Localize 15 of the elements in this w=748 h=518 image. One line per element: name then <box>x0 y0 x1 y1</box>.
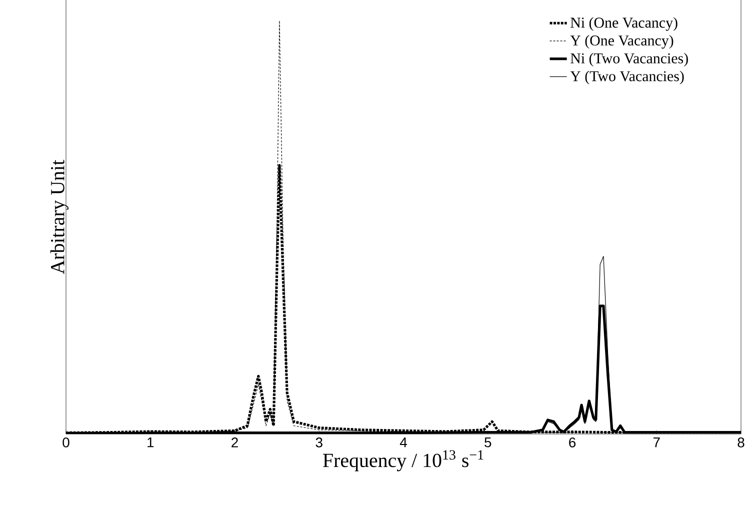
legend-label: Ni (Two Vacancies) <box>570 52 688 66</box>
x-tick-label: 1 <box>148 438 154 448</box>
x-tick-label: 0 <box>62 438 70 448</box>
legend-label: Ni (One Vacancy) <box>570 17 678 31</box>
x-tick-label: 7 <box>653 438 660 448</box>
x-tick-label: 6 <box>569 438 576 448</box>
x-tick-label: 2 <box>232 438 238 448</box>
x-tick-label: 4 <box>400 438 407 448</box>
x-tick-label: 8 <box>738 438 744 448</box>
x-tick-label: 5 <box>484 438 492 448</box>
legend-label: Y (One Vacancy) <box>570 35 674 49</box>
y-axis-title: Arbitrary Unit <box>50 160 68 274</box>
x-tick-label: 3 <box>316 438 322 448</box>
legend-label: Y (Two Vacancies) <box>570 70 684 84</box>
x-axis-title: Frequency / 10$^{13}$ s$^{−1}$ <box>323 450 484 472</box>
